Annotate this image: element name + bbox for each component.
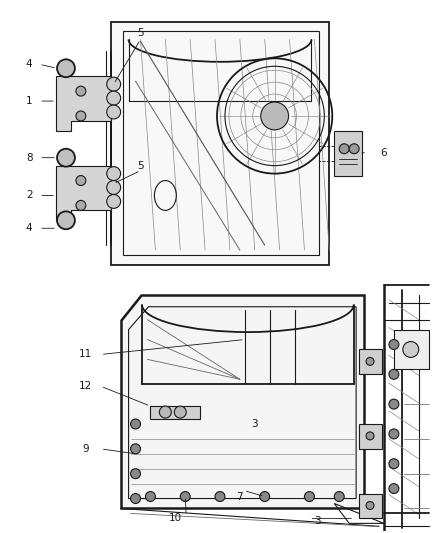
Circle shape: [131, 419, 141, 429]
Circle shape: [180, 491, 190, 502]
Circle shape: [131, 469, 141, 479]
Circle shape: [174, 406, 186, 418]
Circle shape: [389, 340, 399, 350]
Circle shape: [57, 212, 75, 229]
Text: 3: 3: [314, 516, 321, 527]
Circle shape: [145, 491, 155, 502]
Circle shape: [107, 181, 120, 195]
Circle shape: [107, 105, 120, 119]
Circle shape: [131, 494, 141, 504]
Circle shape: [339, 144, 349, 154]
Text: 3: 3: [251, 419, 258, 429]
Text: 4: 4: [26, 59, 32, 69]
Text: 5: 5: [137, 28, 144, 38]
Polygon shape: [359, 424, 382, 449]
Circle shape: [57, 149, 75, 167]
Circle shape: [76, 200, 86, 211]
Circle shape: [159, 406, 171, 418]
Circle shape: [261, 102, 289, 130]
Circle shape: [107, 91, 120, 105]
Circle shape: [215, 491, 225, 502]
Polygon shape: [359, 350, 382, 374]
Text: 7: 7: [237, 491, 243, 502]
Circle shape: [349, 144, 359, 154]
Circle shape: [366, 502, 374, 510]
Circle shape: [107, 77, 120, 91]
Polygon shape: [150, 406, 200, 419]
Text: 4: 4: [26, 223, 32, 233]
Circle shape: [76, 111, 86, 121]
Circle shape: [57, 59, 75, 77]
Circle shape: [107, 167, 120, 181]
Circle shape: [403, 342, 419, 358]
Circle shape: [76, 86, 86, 96]
Text: 10: 10: [169, 513, 182, 523]
Text: 6: 6: [381, 148, 387, 158]
Text: 2: 2: [26, 190, 32, 200]
Polygon shape: [111, 21, 329, 265]
Circle shape: [260, 491, 270, 502]
Text: 12: 12: [79, 381, 92, 391]
Polygon shape: [394, 329, 429, 369]
Polygon shape: [359, 494, 382, 519]
Polygon shape: [334, 131, 362, 175]
Polygon shape: [56, 76, 111, 131]
Circle shape: [389, 483, 399, 494]
Text: 1: 1: [26, 96, 32, 106]
Text: 9: 9: [82, 444, 89, 454]
Circle shape: [107, 195, 120, 208]
Circle shape: [389, 369, 399, 379]
Circle shape: [76, 175, 86, 185]
Text: 8: 8: [26, 152, 32, 163]
Polygon shape: [120, 295, 364, 508]
Polygon shape: [56, 166, 111, 220]
Circle shape: [334, 491, 344, 502]
Circle shape: [131, 444, 141, 454]
Text: 5: 5: [137, 160, 144, 171]
Circle shape: [304, 491, 314, 502]
Circle shape: [389, 399, 399, 409]
Text: 11: 11: [79, 350, 92, 359]
Circle shape: [366, 358, 374, 365]
Circle shape: [366, 432, 374, 440]
Circle shape: [389, 459, 399, 469]
Circle shape: [389, 429, 399, 439]
